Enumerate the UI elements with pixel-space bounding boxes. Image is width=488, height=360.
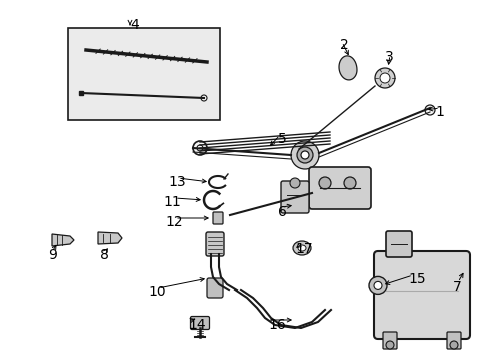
FancyBboxPatch shape <box>382 332 396 349</box>
Circle shape <box>424 105 434 115</box>
Polygon shape <box>52 234 74 246</box>
Text: 3: 3 <box>384 50 393 64</box>
Circle shape <box>343 177 355 189</box>
FancyBboxPatch shape <box>373 251 469 339</box>
Circle shape <box>379 73 389 83</box>
Circle shape <box>197 145 203 151</box>
Text: 15: 15 <box>407 272 425 286</box>
Text: 11: 11 <box>163 195 181 209</box>
Circle shape <box>193 141 206 155</box>
Bar <box>68 28 220 120</box>
Text: 17: 17 <box>294 242 312 256</box>
Circle shape <box>385 341 393 349</box>
Circle shape <box>373 282 381 289</box>
Circle shape <box>201 95 206 101</box>
Text: 7: 7 <box>452 280 461 294</box>
Text: 8: 8 <box>100 248 109 262</box>
Circle shape <box>289 178 299 188</box>
FancyBboxPatch shape <box>190 316 209 329</box>
FancyBboxPatch shape <box>308 167 370 209</box>
Text: 16: 16 <box>267 318 285 332</box>
Text: 1: 1 <box>434 105 443 119</box>
FancyBboxPatch shape <box>385 231 411 257</box>
FancyBboxPatch shape <box>205 232 224 256</box>
Text: 14: 14 <box>187 318 205 332</box>
Text: 5: 5 <box>278 132 286 146</box>
Text: 12: 12 <box>164 215 182 229</box>
Circle shape <box>368 276 386 294</box>
Text: 4: 4 <box>130 18 139 32</box>
Text: 10: 10 <box>148 285 165 299</box>
Ellipse shape <box>297 245 305 251</box>
FancyBboxPatch shape <box>446 332 460 349</box>
FancyBboxPatch shape <box>206 278 223 298</box>
Circle shape <box>301 151 308 159</box>
Circle shape <box>296 147 312 163</box>
FancyBboxPatch shape <box>281 181 308 213</box>
Circle shape <box>318 177 330 189</box>
Circle shape <box>449 341 457 349</box>
Circle shape <box>290 141 318 169</box>
FancyBboxPatch shape <box>213 212 223 224</box>
Text: 13: 13 <box>168 175 185 189</box>
Text: 9: 9 <box>48 248 57 262</box>
Circle shape <box>374 68 394 88</box>
Text: 6: 6 <box>278 205 286 219</box>
Polygon shape <box>98 232 122 244</box>
Text: 2: 2 <box>339 38 348 52</box>
Polygon shape <box>338 56 356 80</box>
Ellipse shape <box>292 241 310 255</box>
